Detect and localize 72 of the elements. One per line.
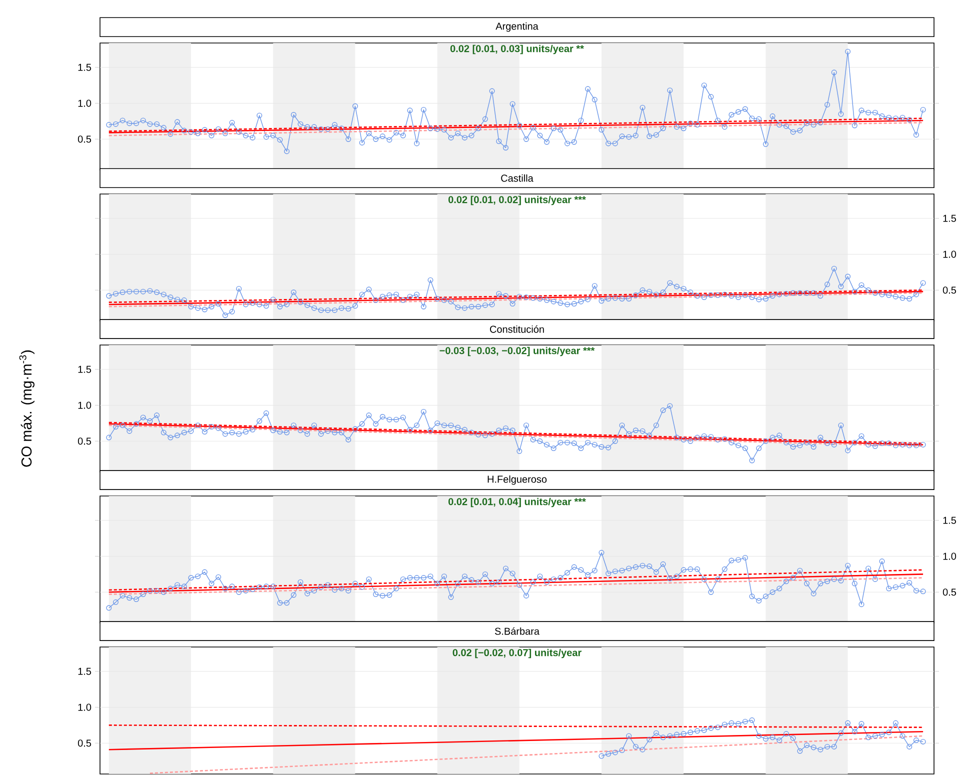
point (879, 732, 885, 738)
chart-subtitle: 0.02 [0.01, 0.02] units/year *** (448, 196, 586, 206)
point (722, 722, 728, 728)
y-tick-label: 0.5 (78, 136, 92, 143)
y-tick-label: 1.5 (78, 64, 92, 71)
point (715, 724, 721, 730)
point (872, 733, 878, 739)
point (742, 718, 748, 724)
chart-title: H.Felgueroso (488, 475, 547, 485)
point (694, 728, 700, 734)
point (906, 744, 912, 750)
point (749, 717, 755, 723)
y-tick-label: 0.5 (78, 740, 92, 747)
y-axis-title: CO máx. (mg·m$^{-3}$) (19, 350, 34, 467)
y-tick-label: 0.5 (942, 588, 956, 596)
chart-title: Constitución (490, 325, 544, 333)
point (818, 746, 824, 752)
point (858, 721, 864, 727)
point (736, 721, 742, 727)
chart-subtitle: 0.02 [−0.02, 0.07] units/year (452, 648, 582, 658)
point (866, 734, 872, 740)
point (632, 744, 638, 750)
point (626, 733, 632, 739)
point (728, 720, 734, 726)
y-tick-label: 1.0 (78, 704, 92, 711)
point (892, 720, 898, 726)
point (770, 734, 776, 740)
point (612, 750, 618, 756)
point (680, 731, 686, 737)
point (852, 728, 858, 734)
chart-subtitle: 0.02 [0.01, 0.04] units/year *** (448, 498, 586, 508)
y-tick-label: 0.5 (942, 286, 956, 294)
point (810, 744, 816, 750)
point (797, 748, 803, 754)
chart-title: Argentina (496, 22, 538, 32)
point (762, 736, 768, 742)
point (831, 744, 837, 750)
point (660, 734, 666, 740)
point (776, 738, 782, 744)
point (708, 725, 714, 731)
point (653, 730, 659, 736)
point (606, 751, 612, 757)
point (688, 730, 694, 736)
point (900, 733, 906, 739)
point (790, 735, 796, 741)
y-tick-label: 1.5 (943, 214, 956, 222)
point (667, 733, 673, 739)
point (845, 720, 851, 726)
y-tick-label: 1.0 (943, 250, 956, 258)
y-tick-label: 1.0 (78, 402, 92, 409)
point (804, 742, 810, 748)
point (756, 733, 762, 739)
point (886, 730, 892, 736)
y-tick-label: 0.5 (78, 438, 92, 445)
point (913, 738, 919, 744)
y-tick-label: 1.0 (78, 100, 92, 107)
y-tick-label: 1.0 (943, 552, 956, 560)
point (783, 731, 789, 737)
y-tick-label: 1.5 (943, 516, 956, 524)
chart-title: S.Bárbara (494, 627, 540, 635)
y-tick-label: 1.5 (78, 668, 92, 675)
point (640, 746, 646, 752)
point (646, 736, 652, 742)
chart-subtitle: −0.03 [−0.03, −0.02] units/year *** (440, 346, 595, 356)
point (674, 732, 680, 738)
chart-subtitle: 0.02 [0.01, 0.03] units/year ** (450, 44, 584, 54)
point (838, 730, 844, 736)
point (824, 744, 830, 750)
point (619, 748, 625, 754)
chart-title: Castilla (501, 174, 534, 182)
point (701, 727, 707, 733)
y-tick-label: 1.5 (78, 366, 92, 373)
